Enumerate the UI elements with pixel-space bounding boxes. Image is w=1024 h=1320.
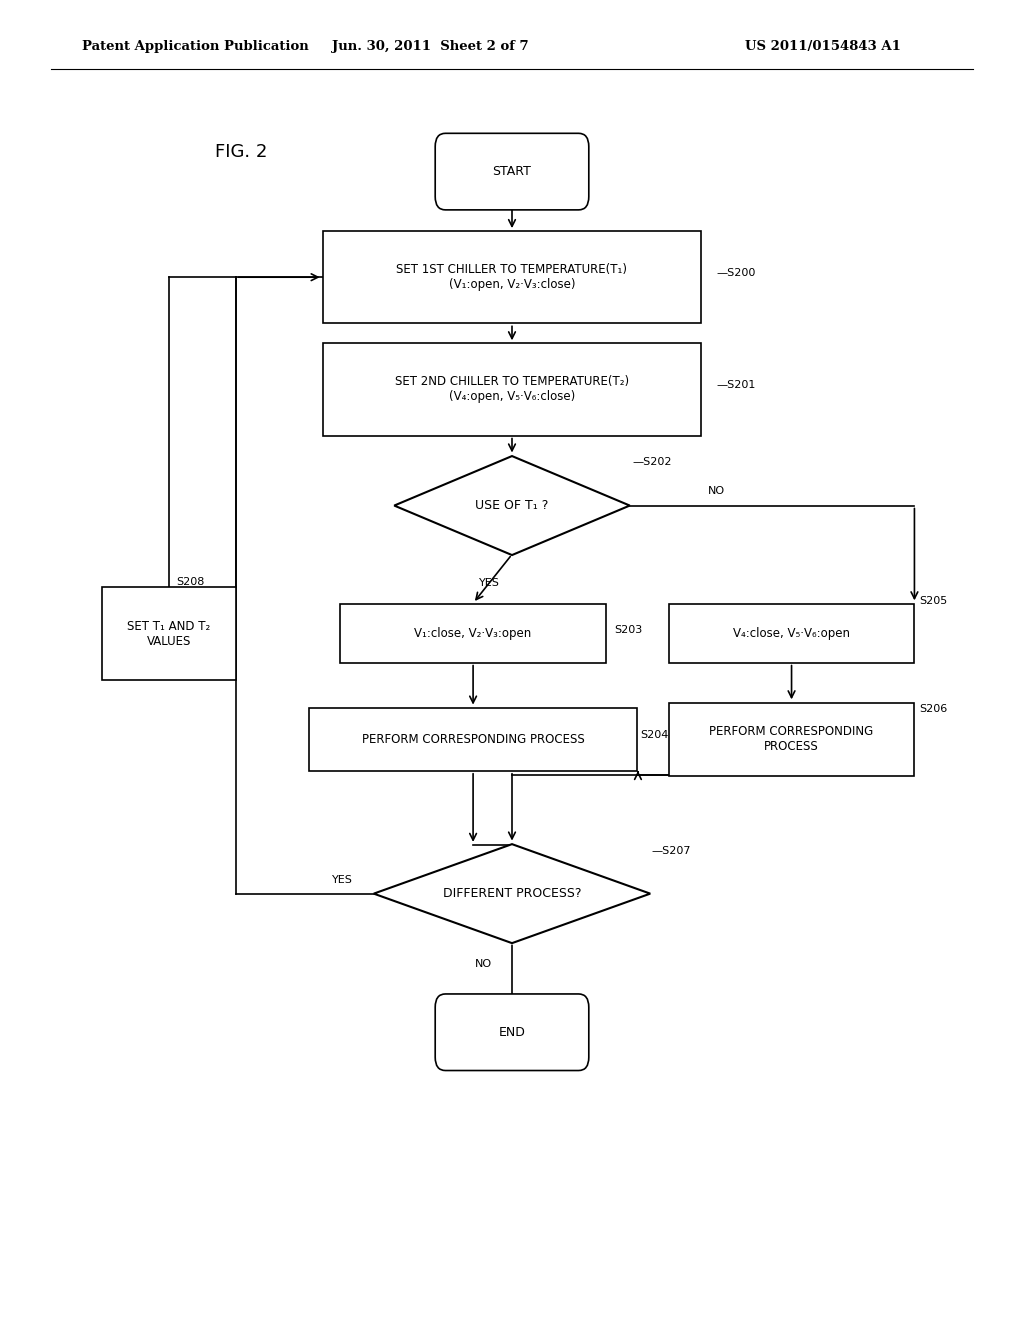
- FancyBboxPatch shape: [669, 605, 914, 663]
- Text: YES: YES: [479, 578, 500, 589]
- Text: —S200: —S200: [717, 268, 756, 279]
- Text: S204: S204: [640, 730, 669, 741]
- Text: YES: YES: [333, 875, 353, 886]
- Text: —S207: —S207: [651, 846, 691, 857]
- Text: NO: NO: [709, 486, 725, 496]
- Text: —S201: —S201: [717, 380, 756, 391]
- FancyBboxPatch shape: [669, 704, 914, 776]
- Text: Jun. 30, 2011  Sheet 2 of 7: Jun. 30, 2011 Sheet 2 of 7: [332, 40, 528, 53]
- FancyBboxPatch shape: [323, 343, 701, 436]
- FancyBboxPatch shape: [309, 708, 637, 771]
- Text: FIG. 2: FIG. 2: [215, 143, 267, 161]
- FancyBboxPatch shape: [435, 994, 589, 1071]
- Text: V₄:close, V₅·V₆:open: V₄:close, V₅·V₆:open: [733, 627, 850, 640]
- Text: S208: S208: [176, 577, 205, 587]
- Text: START: START: [493, 165, 531, 178]
- Text: S203: S203: [614, 624, 643, 635]
- Text: PERFORM CORRESPONDING
PROCESS: PERFORM CORRESPONDING PROCESS: [710, 725, 873, 754]
- Text: —S202: —S202: [633, 457, 673, 467]
- Text: PERFORM CORRESPONDING PROCESS: PERFORM CORRESPONDING PROCESS: [361, 733, 585, 746]
- Text: S206: S206: [920, 704, 948, 714]
- Text: V₁:close, V₂·V₃:open: V₁:close, V₂·V₃:open: [415, 627, 531, 640]
- Text: Patent Application Publication: Patent Application Publication: [82, 40, 308, 53]
- Text: SET 2ND CHILLER TO TEMPERATURE(T₂)
(V₄:open, V₅·V₆:close): SET 2ND CHILLER TO TEMPERATURE(T₂) (V₄:o…: [395, 375, 629, 404]
- Text: NO: NO: [474, 958, 492, 969]
- FancyBboxPatch shape: [340, 605, 606, 663]
- FancyBboxPatch shape: [102, 587, 236, 680]
- Text: DIFFERENT PROCESS?: DIFFERENT PROCESS?: [442, 887, 582, 900]
- Polygon shape: [394, 457, 630, 554]
- FancyBboxPatch shape: [435, 133, 589, 210]
- Text: USE OF T₁ ?: USE OF T₁ ?: [475, 499, 549, 512]
- Text: S205: S205: [920, 595, 948, 606]
- Polygon shape: [374, 845, 650, 942]
- Text: SET T₁ AND T₂
VALUES: SET T₁ AND T₂ VALUES: [127, 619, 211, 648]
- Text: END: END: [499, 1026, 525, 1039]
- Text: US 2011/0154843 A1: US 2011/0154843 A1: [745, 40, 901, 53]
- Text: SET 1ST CHILLER TO TEMPERATURE(T₁)
(V₁:open, V₂·V₃:close): SET 1ST CHILLER TO TEMPERATURE(T₁) (V₁:o…: [396, 263, 628, 292]
- FancyBboxPatch shape: [323, 231, 701, 323]
